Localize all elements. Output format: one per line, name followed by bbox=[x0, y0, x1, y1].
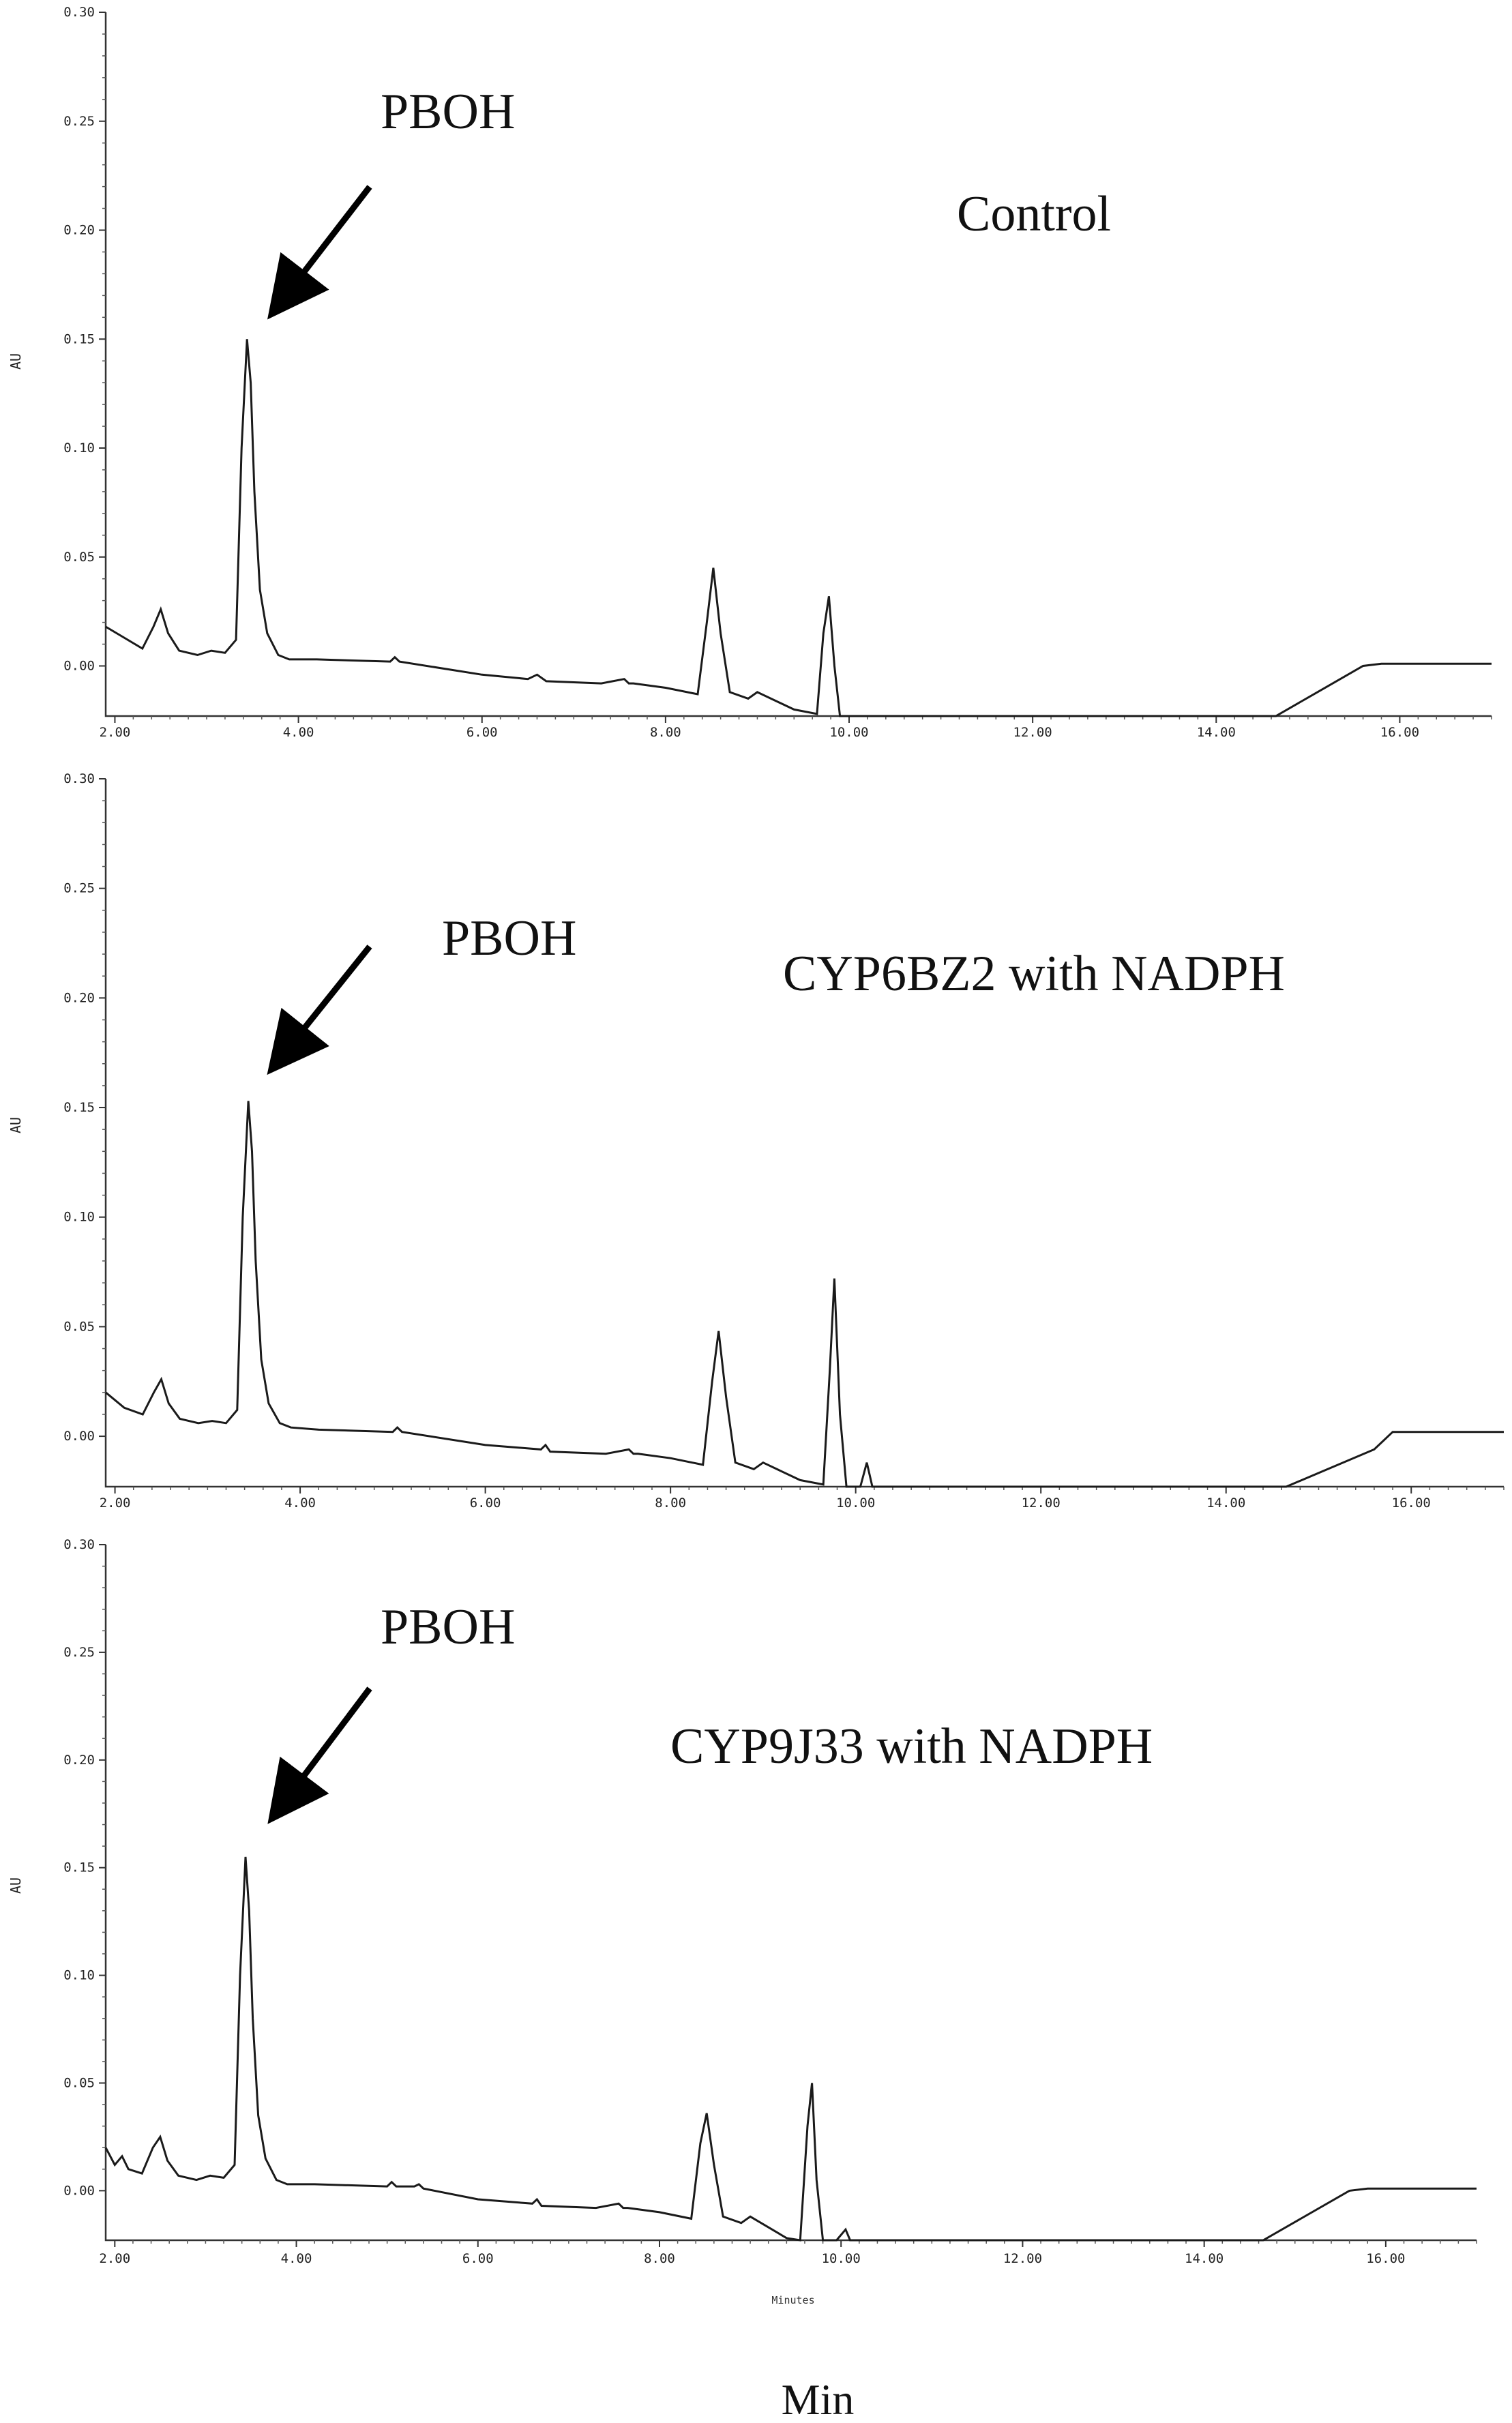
panel-top-axis-lines bbox=[104, 12, 1492, 717]
panel-top-y-tick-label: 0.20 bbox=[63, 223, 95, 238]
panel-bottom-x-tick-label: 6.00 bbox=[462, 2251, 494, 2266]
panel-bottom-x-tick-label: 8.00 bbox=[644, 2251, 675, 2266]
panel-middle-x-tick-label: 10.00 bbox=[836, 1496, 875, 1511]
panel-top-sample-label: Control bbox=[957, 186, 1111, 242]
panel-top-y-tick-label: 0.10 bbox=[63, 441, 95, 456]
panel-middle-y-tick-label: 0.25 bbox=[63, 881, 95, 896]
panel-bottom-sample-label: CYP9J33 with NADPH bbox=[670, 1719, 1153, 1774]
panel-middle-x-tick-label: 16.00 bbox=[1392, 1496, 1431, 1511]
panel-top-y-tick-label: 0.00 bbox=[63, 659, 95, 674]
panel-middle-trace bbox=[105, 1101, 1504, 1488]
panel-middle-axis-lines bbox=[104, 779, 1504, 1488]
panel-top-pboh-arrow bbox=[267, 185, 372, 320]
panel-top-x-tick-label: 10.00 bbox=[829, 725, 868, 740]
panel-middle-x-tick-label: 8.00 bbox=[655, 1496, 686, 1511]
panel-bottom-y-tick-label: 0.15 bbox=[63, 1860, 95, 1875]
panel-middle-y-axis-label: AU bbox=[8, 1117, 24, 1133]
panel-middle-x-tick-label: 6.00 bbox=[470, 1496, 501, 1511]
panel-bottom-x-tick-label: 2.00 bbox=[99, 2251, 130, 2266]
panel-middle-y-tick-label: 0.30 bbox=[63, 771, 95, 786]
panel-middle-x-tick-label: 2.00 bbox=[100, 1496, 131, 1511]
panel-bottom-x-tick-label: 12.00 bbox=[1003, 2251, 1042, 2266]
panel-top-x-tick-label: 12.00 bbox=[1013, 725, 1052, 740]
panel-bottom-axis-lines bbox=[104, 1545, 1477, 2242]
panel-bottom-y-tick-label: 0.30 bbox=[63, 1537, 95, 1552]
x-axis-label-min: Min bbox=[782, 2375, 855, 2423]
panel-top-x-tick-label: 4.00 bbox=[283, 725, 314, 740]
panel-bottom-x-tick-label: 10.00 bbox=[822, 2251, 861, 2266]
panel-bottom-y-tick-label: 0.05 bbox=[63, 2075, 95, 2090]
panel-bottom-y-tick-label: 0.10 bbox=[63, 1968, 95, 1983]
panel-middle-y-tick-label: 0.00 bbox=[63, 1429, 95, 1444]
panel-middle-y-tick-label: 0.05 bbox=[63, 1319, 95, 1334]
panel-top-trace bbox=[105, 339, 1492, 717]
panel-bottom-y-tick-label: 0.20 bbox=[63, 1753, 95, 1768]
panel-bottom-y-tick-label: 0.25 bbox=[63, 1645, 95, 1660]
panel-bottom-x-tick-label: 14.00 bbox=[1185, 2251, 1224, 2266]
panel-top-y-tick-label: 0.05 bbox=[63, 550, 95, 565]
panel-bottom-trace bbox=[104, 1856, 1477, 2242]
panel-bottom-x-tick-label: 4.00 bbox=[281, 2251, 312, 2266]
panel-middle: 0.00 0.05 0.10 0.15 0.20 0.25 0.30 2.00 4.00 6.00… bbox=[8, 771, 1504, 1511]
panel-bottom-y-tick-label: 0.00 bbox=[63, 2183, 95, 2198]
panel-bottom-y-axis-label: AU bbox=[8, 1877, 24, 1894]
panel-bottom-pboh-arrow bbox=[267, 1686, 372, 1824]
panel-bottom-x-tick-label: 16.00 bbox=[1366, 2251, 1405, 2266]
panel-top-y-tick-label: 0.15 bbox=[63, 331, 95, 346]
panel-bottom: 0.00 0.05 0.10 0.15 0.20 0.25 0.30 2.00 4.00 6.00… bbox=[8, 1537, 1477, 2306]
panel-middle-pboh-arrow bbox=[267, 945, 372, 1075]
panel-bottom-ticks: 0.00 0.05 0.10 0.15 0.20 0.25 0.30 2.00 4.00 6.00… bbox=[63, 1537, 1477, 2266]
panel-middle-y-tick-label: 0.15 bbox=[63, 1100, 95, 1115]
panel-top: 0.00 0.05 0.10 0.15 0.20 0.25 0.30 2.00 4.00 6.00… bbox=[8, 5, 1492, 740]
panel-middle-ticks: 0.00 0.05 0.10 0.15 0.20 0.25 0.30 2.00 4.00 6.00… bbox=[63, 771, 1504, 1511]
panel-bottom-axes bbox=[104, 1545, 1477, 2242]
panel-bottom-x-axis-tiny-label: Minutes bbox=[771, 2294, 814, 2306]
panel-top-axes bbox=[104, 12, 1492, 717]
panel-top-x-tick-label: 2.00 bbox=[100, 725, 131, 740]
panel-middle-x-tick-label: 14.00 bbox=[1206, 1496, 1245, 1511]
panel-top-x-tick-label: 8.00 bbox=[650, 725, 681, 740]
panel-middle-x-tick-label: 12.00 bbox=[1022, 1496, 1061, 1511]
panel-top-ticks: 0.00 0.05 0.10 0.15 0.20 0.25 0.30 2.00 4.00 6.00… bbox=[63, 5, 1492, 740]
panel-middle-x-tick-label: 4.00 bbox=[284, 1496, 316, 1511]
panel-bottom-pboh-label: PBOH bbox=[381, 1599, 515, 1655]
panel-middle-pboh-label: PBOH bbox=[442, 910, 576, 966]
panel-top-x-tick-label: 14.00 bbox=[1197, 725, 1236, 740]
panel-top-pboh-label: PBOH bbox=[381, 84, 515, 140]
panel-top-y-axis-label: AU bbox=[8, 353, 24, 370]
panel-middle-y-tick-label: 0.10 bbox=[63, 1210, 95, 1225]
panel-top-x-tick-label: 16.00 bbox=[1380, 725, 1419, 740]
panel-top-y-tick-label: 0.30 bbox=[63, 5, 95, 20]
panel-top-x-tick-label: 6.00 bbox=[466, 725, 498, 740]
panel-middle-axes bbox=[104, 779, 1504, 1488]
panel-middle-y-tick-label: 0.20 bbox=[63, 990, 95, 1005]
panel-top-y-tick-label: 0.25 bbox=[63, 114, 95, 129]
panel-middle-sample-label: CYP6BZ2 with NADPH bbox=[783, 946, 1285, 1002]
